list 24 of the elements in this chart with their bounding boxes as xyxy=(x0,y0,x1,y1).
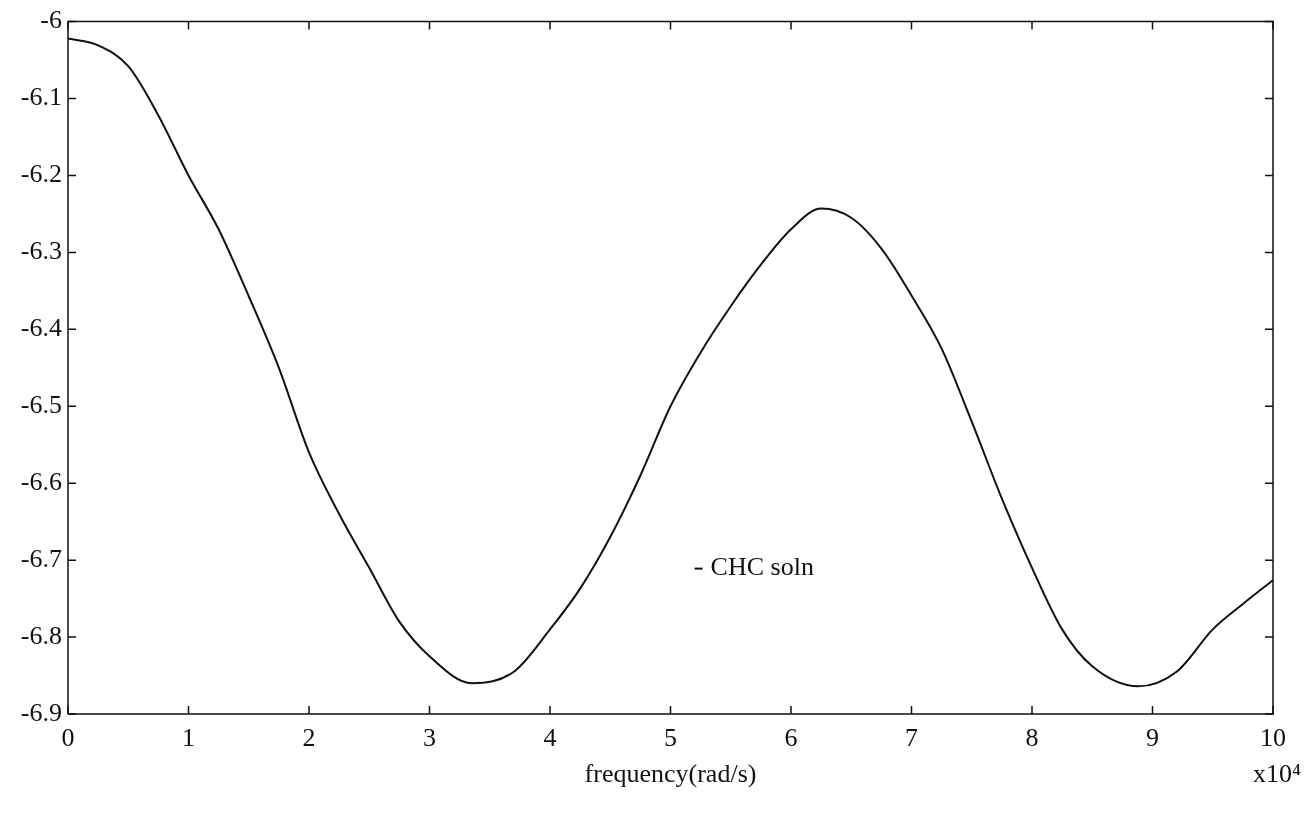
x-tick-label: 3 xyxy=(423,723,436,753)
y-tick-label: -6.3 xyxy=(20,236,62,266)
x-tick-label: 1 xyxy=(182,723,195,753)
x-tick-label: 4 xyxy=(543,723,557,753)
y-tick-label: -6.6 xyxy=(20,467,62,497)
x-tick-label: 5 xyxy=(664,723,677,753)
x-tick-label: 8 xyxy=(1025,723,1039,753)
x-tick-label: 9 xyxy=(1146,723,1159,753)
y-tick-label: -6.5 xyxy=(20,390,62,420)
x-axis-title: frequency(rad/s) xyxy=(584,758,757,788)
text: x10⁴ xyxy=(1252,758,1301,788)
y-tick-label: -6.2 xyxy=(20,159,62,189)
x-tick-label: 10 xyxy=(1260,723,1286,753)
x-tick-label: 0 xyxy=(61,723,75,753)
x-tick-label: 6 xyxy=(784,723,798,753)
y-tick-label: -6.9 xyxy=(20,697,62,727)
y-tick-label: -6.7 xyxy=(20,543,62,573)
y-tick-label: -6.4 xyxy=(20,313,62,343)
y-tick-label: -6.1 xyxy=(20,82,62,112)
legend-label: CHC soln xyxy=(710,552,814,582)
y-tick-label: -6 xyxy=(40,5,62,35)
y-tick-label: -6.8 xyxy=(20,620,62,650)
x-tick-label: 7 xyxy=(905,723,918,753)
x-tick-label: 2 xyxy=(302,723,316,753)
